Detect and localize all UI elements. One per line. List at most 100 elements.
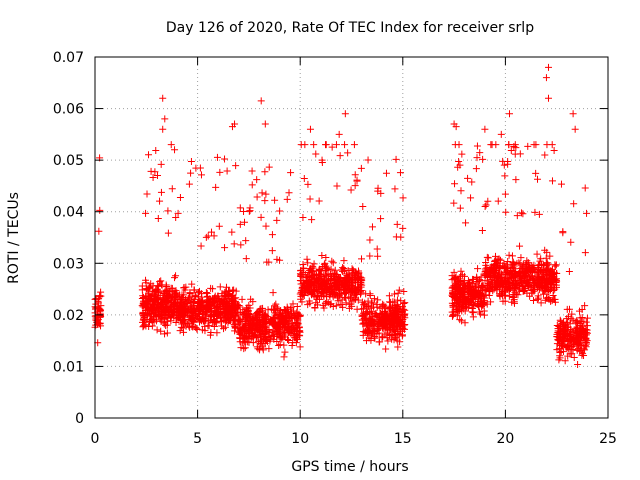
data-point xyxy=(487,298,495,306)
data-point xyxy=(481,202,489,210)
data-point xyxy=(543,248,551,256)
data-point xyxy=(348,265,356,273)
data-point xyxy=(150,297,158,305)
data-point xyxy=(517,272,525,280)
data-point xyxy=(350,141,358,149)
data-point xyxy=(454,308,462,316)
y-tick-label: 0.07 xyxy=(53,50,84,66)
data-point xyxy=(230,305,238,313)
data-point xyxy=(281,312,289,320)
data-point xyxy=(299,214,307,222)
data-point xyxy=(583,314,591,322)
data-point xyxy=(160,296,168,304)
data-point xyxy=(241,218,249,226)
data-point xyxy=(260,323,268,331)
data-point xyxy=(510,260,518,268)
data-point xyxy=(192,164,200,172)
data-point xyxy=(392,155,400,163)
data-point xyxy=(312,150,320,158)
data-point xyxy=(373,330,381,338)
data-point xyxy=(238,295,246,303)
y-axis-label: ROTI / TECUs xyxy=(6,192,22,284)
data-point xyxy=(246,304,254,312)
data-point xyxy=(333,280,341,288)
data-point xyxy=(296,343,304,351)
data-point xyxy=(555,345,563,353)
data-point xyxy=(174,209,182,217)
data-point xyxy=(242,255,250,263)
data-point xyxy=(508,279,516,287)
data-point xyxy=(268,247,276,255)
data-point xyxy=(143,190,151,198)
data-point xyxy=(482,267,490,275)
data-point xyxy=(289,300,297,308)
data-point xyxy=(247,330,255,338)
data-point xyxy=(461,304,469,312)
outlier-point xyxy=(544,63,552,71)
data-point xyxy=(262,222,270,230)
data-point xyxy=(206,312,214,320)
data-point xyxy=(351,171,359,179)
data-point xyxy=(94,316,102,324)
data-point xyxy=(535,210,543,218)
data-point xyxy=(453,312,461,320)
outlier-points xyxy=(159,63,579,138)
data-point xyxy=(524,279,532,287)
data-point xyxy=(513,212,521,220)
data-point xyxy=(201,322,209,330)
data-point xyxy=(334,273,342,281)
data-point xyxy=(546,286,554,294)
data-point xyxy=(276,207,284,215)
data-point xyxy=(556,349,564,357)
data-point xyxy=(249,339,257,347)
data-point xyxy=(317,273,325,281)
data-point xyxy=(326,301,334,309)
data-point xyxy=(152,146,160,154)
data-point xyxy=(548,141,556,149)
data-point xyxy=(357,289,365,297)
data-point xyxy=(454,296,462,304)
data-point xyxy=(265,318,273,326)
data-point xyxy=(254,345,262,353)
data-point xyxy=(519,210,527,218)
data-point xyxy=(400,299,408,307)
data-point xyxy=(504,160,512,168)
data-point xyxy=(546,252,554,260)
data-point xyxy=(178,320,186,328)
data-point xyxy=(464,174,472,182)
data-point xyxy=(144,311,152,319)
data-point xyxy=(484,197,492,205)
data-point xyxy=(206,331,214,339)
data-point xyxy=(274,322,282,330)
data-point xyxy=(187,158,195,166)
data-point xyxy=(327,275,335,283)
data-point xyxy=(492,252,500,260)
data-point xyxy=(451,300,459,308)
data-point xyxy=(461,319,469,327)
data-point xyxy=(509,293,517,301)
x-tick-label: 25 xyxy=(599,431,617,447)
data-point xyxy=(353,291,361,299)
data-point xyxy=(296,328,304,336)
data-point xyxy=(501,291,509,299)
data-point xyxy=(204,292,212,300)
data-point xyxy=(204,232,212,240)
data-point xyxy=(141,300,149,308)
data-point xyxy=(476,149,484,157)
data-point xyxy=(308,216,316,224)
data-point xyxy=(281,348,289,356)
data-point xyxy=(395,305,403,313)
data-point xyxy=(306,283,314,291)
data-point xyxy=(462,282,470,290)
data-point xyxy=(221,155,229,163)
data-point xyxy=(466,284,474,292)
y-tick-label: 0.01 xyxy=(53,359,84,375)
data-point xyxy=(519,281,527,289)
data-point xyxy=(541,280,549,288)
data-point xyxy=(253,176,261,184)
data-point xyxy=(283,195,291,203)
data-point xyxy=(278,335,286,343)
data-point xyxy=(517,254,525,262)
data-point xyxy=(311,304,319,312)
